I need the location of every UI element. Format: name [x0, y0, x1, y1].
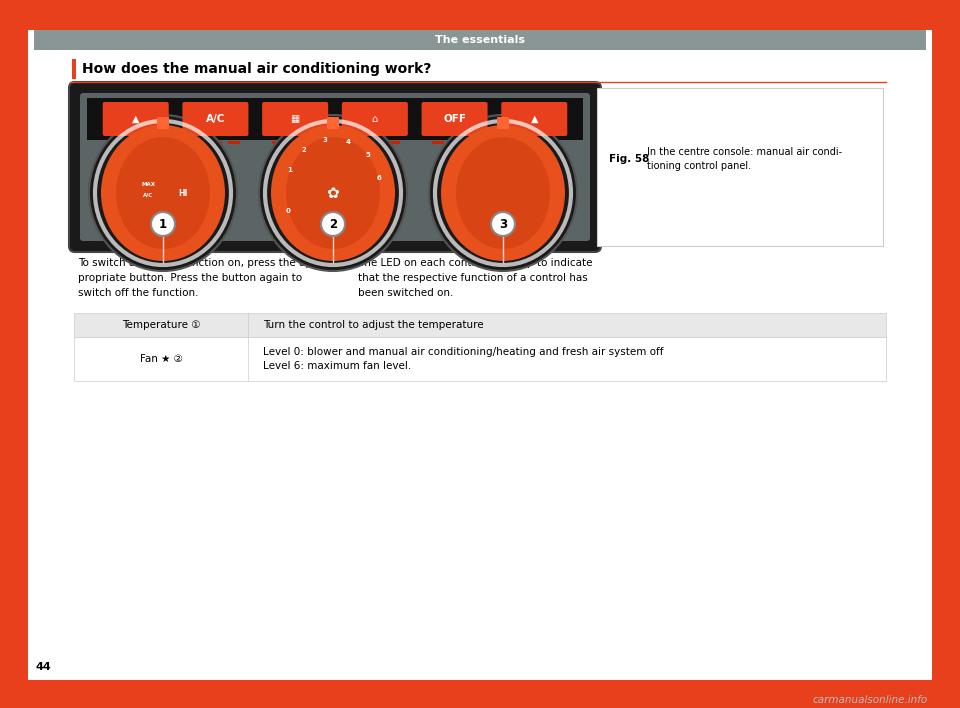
Bar — [74, 313, 886, 337]
FancyBboxPatch shape — [421, 102, 488, 136]
Text: The LED on each control lights up to indicate
that the respective function of a : The LED on each control lights up to ind… — [358, 258, 592, 297]
FancyBboxPatch shape — [69, 82, 601, 252]
Bar — [352, 141, 364, 144]
Text: ✿: ✿ — [326, 185, 340, 200]
Ellipse shape — [116, 137, 210, 249]
Text: MAX: MAX — [141, 183, 155, 188]
FancyBboxPatch shape — [157, 117, 169, 129]
Bar — [547, 141, 560, 144]
FancyBboxPatch shape — [103, 102, 169, 136]
FancyBboxPatch shape — [182, 102, 249, 136]
FancyBboxPatch shape — [80, 93, 590, 241]
Text: 2: 2 — [329, 217, 337, 231]
Ellipse shape — [286, 137, 380, 249]
Text: A/C: A/C — [205, 114, 225, 124]
Text: 3: 3 — [323, 137, 327, 143]
Text: A/C: A/C — [143, 193, 154, 198]
Bar — [192, 141, 204, 144]
Bar — [370, 141, 382, 144]
Circle shape — [151, 212, 175, 236]
Text: How does the manual air conditioning work?: How does the manual air conditioning wor… — [82, 62, 431, 76]
Text: 2: 2 — [301, 147, 306, 154]
Bar — [290, 141, 302, 144]
Text: The essentials: The essentials — [435, 35, 525, 45]
Text: ▲: ▲ — [531, 114, 538, 124]
Bar — [149, 141, 160, 144]
Text: 6: 6 — [376, 175, 381, 181]
FancyBboxPatch shape — [262, 102, 328, 136]
Bar — [272, 141, 284, 144]
Bar — [597, 88, 883, 246]
Circle shape — [321, 212, 345, 236]
Bar — [449, 141, 462, 144]
Ellipse shape — [271, 125, 395, 261]
Bar — [87, 98, 583, 140]
FancyBboxPatch shape — [497, 117, 509, 129]
Text: ▲: ▲ — [132, 114, 139, 124]
FancyBboxPatch shape — [342, 102, 408, 136]
Bar — [210, 141, 223, 144]
Text: To switch a specific function on, press the ap-
propriate button. Press the butt: To switch a specific function on, press … — [78, 258, 316, 297]
Text: Fig. 58: Fig. 58 — [609, 154, 649, 164]
Text: 0: 0 — [285, 208, 290, 215]
Text: HI: HI — [179, 188, 188, 198]
Ellipse shape — [101, 125, 225, 261]
Bar — [308, 141, 320, 144]
Ellipse shape — [429, 115, 577, 271]
Text: ⌂: ⌂ — [372, 114, 378, 124]
Text: Fan ★ ②: Fan ★ ② — [139, 354, 182, 364]
Ellipse shape — [441, 125, 565, 261]
Text: ▦: ▦ — [291, 114, 300, 124]
Text: carmanualsonline.info: carmanualsonline.info — [813, 695, 928, 705]
Ellipse shape — [259, 115, 407, 271]
Text: 4: 4 — [346, 139, 350, 144]
Bar — [512, 141, 523, 144]
Text: OFF: OFF — [444, 114, 466, 124]
Text: 44: 44 — [36, 662, 52, 672]
Bar — [112, 141, 125, 144]
Circle shape — [491, 212, 515, 236]
Bar — [34, 30, 926, 50]
Text: 1: 1 — [159, 217, 167, 231]
FancyBboxPatch shape — [501, 102, 567, 136]
FancyBboxPatch shape — [327, 117, 339, 129]
Bar — [72, 59, 76, 79]
Bar — [432, 141, 444, 144]
Bar — [228, 141, 240, 144]
Bar — [388, 141, 400, 144]
Bar — [131, 141, 143, 144]
Bar — [529, 141, 541, 144]
Ellipse shape — [89, 115, 237, 271]
Text: Level 0: blower and manual air conditioning/heating and fresh air system off
Lev: Level 0: blower and manual air condition… — [263, 347, 663, 371]
Text: 1: 1 — [287, 167, 292, 173]
Text: Temperature ①: Temperature ① — [122, 320, 201, 330]
Bar — [468, 141, 480, 144]
Text: 5: 5 — [365, 152, 370, 159]
Text: Turn the control to adjust the temperature: Turn the control to adjust the temperatu… — [263, 320, 484, 330]
Text: In the centre console: manual air condi-
tioning control panel.: In the centre console: manual air condi-… — [647, 147, 842, 171]
Bar — [74, 337, 886, 381]
Text: 3: 3 — [499, 217, 507, 231]
Ellipse shape — [456, 137, 550, 249]
